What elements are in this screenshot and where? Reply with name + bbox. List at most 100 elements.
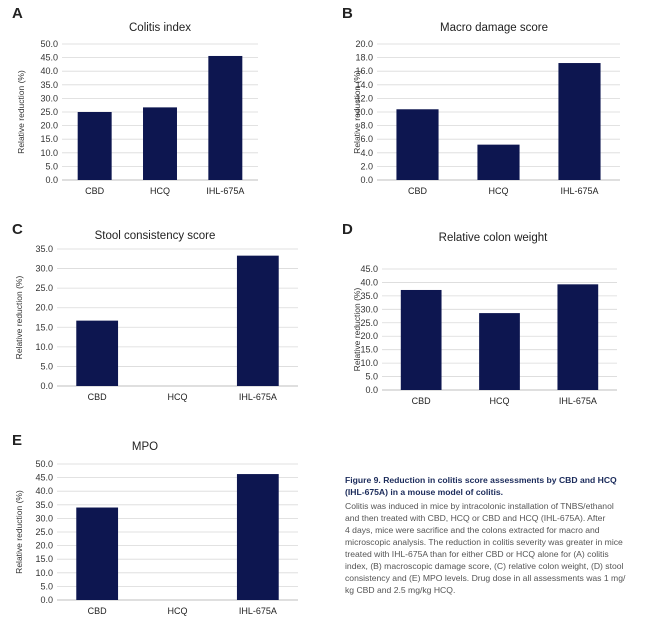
y-tick-label: 10.0 (35, 342, 53, 352)
y-tick-label: 35.0 (360, 291, 378, 301)
y-tick-label: 0.0 (360, 175, 373, 185)
x-category-label: CBD (408, 186, 428, 196)
bar-cbd (396, 109, 439, 180)
x-category-label: HCQ (168, 606, 188, 616)
bar-ihl-675a (208, 55, 243, 180)
chart-title: MPO (132, 441, 158, 453)
x-category-label: IHL-675A (239, 392, 277, 402)
y-tick-label: 8.0 (360, 121, 373, 131)
y-tick-label: 15.0 (35, 554, 53, 564)
caption-body-line: and then treated with CBD, HCQ or CBD an… (345, 513, 606, 523)
x-category-label: CBD (88, 392, 108, 402)
y-tick-label: 25.0 (35, 527, 53, 537)
caption-body-line: microscopic analysis. The reduction in c… (345, 537, 623, 547)
y-tick-label: 40.0 (35, 486, 53, 496)
y-tick-label: 45.0 (35, 473, 53, 483)
bar-hcq (143, 107, 177, 180)
chart-title: Relative colon weight (439, 232, 548, 244)
y-tick-label: 35.0 (35, 500, 53, 510)
y-tick-label: 0.0 (365, 385, 378, 395)
x-category-label: HCQ (489, 186, 509, 196)
x-category-label: HCQ (150, 186, 170, 196)
caption-body-line: index, (B) macroscopic damage score, (C)… (345, 561, 624, 571)
chart-panel-b: 0.0 2.0 4.0 6.0 8.0 10.0 12.0 14.0 16.0 18.0 20.0 C… (322, 0, 645, 205)
x-category-label: IHL-675A (206, 186, 244, 196)
bar-cbd (76, 507, 119, 600)
caption-body-line: 4 days, mice were sacrifice and the colo… (345, 525, 600, 535)
y-tick-label: 15.0 (40, 134, 58, 144)
x-category-label: IHL-675A (239, 606, 277, 616)
bar-cbd (400, 289, 442, 390)
y-tick-label: 30.0 (35, 264, 53, 274)
chart-title: Macro damage score (440, 22, 548, 34)
bar-cbd (77, 112, 112, 180)
chart-c: 0.0 5.0 10.0 15.0 20.0 25.0 30.0 35.0 CBD HCQ IHL-… (12, 221, 298, 402)
y-axis-label: Relative reduction (%) (14, 276, 24, 360)
caption-title-line: (IHL-675A) in a mouse model of colitis. (345, 487, 504, 497)
caption-body-line: kg CBD and 2.5 mg/kg HCQ. (345, 585, 456, 595)
caption-body: Colitis was induced in mice by intracolo… (345, 500, 645, 596)
y-tick-label: 15.0 (35, 322, 53, 332)
y-tick-label: 30.0 (360, 304, 378, 314)
y-tick-label: 40.0 (40, 66, 58, 76)
chart-e: 0.0 5.0 10.0 15.0 20.0 25.0 30.0 35.0 40.0 45.0 50… (12, 432, 298, 616)
x-category-label: IHL-675A (559, 396, 597, 406)
y-tick-label: 10.0 (360, 358, 378, 368)
y-tick-label: 12.0 (355, 93, 373, 103)
y-tick-label: 15.0 (360, 345, 378, 355)
y-tick-label: 0.0 (40, 595, 53, 605)
x-category-label: HCQ (168, 392, 188, 402)
y-axis-label: Relative reduction (%) (352, 288, 362, 372)
panel-letter: A (12, 5, 23, 22)
y-tick-label: 35.0 (35, 244, 53, 254)
x-category-label: CBD (85, 186, 105, 196)
caption-body-line: consistency and (E) MPO levels. Drug dos… (345, 573, 626, 583)
bar-hcq (477, 144, 520, 180)
y-tick-label: 25.0 (40, 107, 58, 117)
panel-letter: E (12, 432, 22, 449)
y-tick-label: 0.0 (40, 381, 53, 391)
y-tick-label: 2.0 (360, 161, 373, 171)
y-tick-label: 10.0 (40, 148, 58, 158)
y-tick-label: 20.0 (40, 121, 58, 131)
bar-hcq (479, 313, 520, 390)
y-tick-label: 25.0 (35, 283, 53, 293)
caption-body-line: Colitis was induced in mice by intracolo… (345, 501, 614, 511)
x-category-label: IHL-675A (560, 186, 598, 196)
bar-ihl-675a (558, 63, 601, 180)
y-tick-label: 0.0 (45, 175, 58, 185)
y-tick-label: 6.0 (360, 134, 373, 144)
x-category-label: CBD (88, 606, 108, 616)
y-tick-label: 50.0 (35, 459, 53, 469)
chart-panel-c: 0.0 5.0 10.0 15.0 20.0 25.0 30.0 35.0 CBD HCQ IHL-… (0, 215, 320, 415)
y-axis-label: Relative reduction (%) (14, 490, 24, 574)
panel-letter: B (342, 5, 353, 22)
y-tick-label: 45.0 (40, 53, 58, 63)
y-tick-label: 20.0 (35, 303, 53, 313)
panel-letter: D (342, 221, 353, 238)
y-tick-label: 25.0 (360, 318, 378, 328)
x-category-label: HCQ (490, 396, 510, 406)
y-tick-label: 40.0 (360, 277, 378, 287)
bar-cbd (76, 320, 119, 386)
chart-a: 0.0 5.0 10.0 15.0 20.0 25.0 30.0 35.0 40.0 45.0 50… (12, 5, 258, 196)
bar-ihl-675a (236, 255, 279, 386)
x-category-label: CBD (412, 396, 432, 406)
y-tick-label: 30.0 (40, 93, 58, 103)
y-tick-label: 4.0 (360, 148, 373, 158)
caption-title: Figure 9. Reduction in colitis score ass… (345, 474, 645, 498)
panel-letter: C (12, 221, 23, 238)
y-tick-label: 5.0 (40, 581, 53, 591)
y-tick-label: 16.0 (355, 66, 373, 76)
chart-panel-a: 0.0 5.0 10.0 15.0 20.0 25.0 30.0 35.0 40.0 45.0 50… (0, 0, 320, 205)
bar-ihl-675a (557, 284, 599, 390)
y-tick-label: 35.0 (40, 80, 58, 90)
y-tick-label: 10.0 (35, 568, 53, 578)
chart-d: 0.0 5.0 10.0 15.0 20.0 25.0 30.0 35.0 40.0 45.0 CB… (342, 221, 617, 406)
chart-panel-d: 0.0 5.0 10.0 15.0 20.0 25.0 30.0 35.0 40.0 45.0 CB… (322, 215, 645, 415)
y-tick-label: 20.0 (35, 541, 53, 551)
y-axis-label: Relative reduction (%) (16, 70, 26, 154)
y-tick-label: 20.0 (360, 331, 378, 341)
y-tick-label: 50.0 (40, 39, 58, 49)
y-tick-label: 18.0 (355, 53, 373, 63)
